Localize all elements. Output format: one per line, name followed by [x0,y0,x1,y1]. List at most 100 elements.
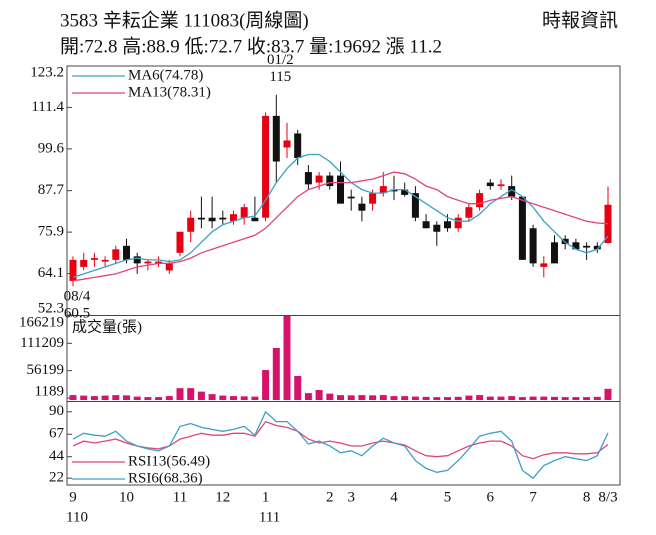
candle-body [165,263,173,271]
candle-body [444,221,451,229]
candle-body [197,217,205,220]
volume-bar [304,393,312,400]
volume-bar [176,388,184,400]
candle-body [315,175,323,183]
candle-body [326,175,334,187]
candle-body [508,186,516,197]
volume-bar [476,395,484,400]
candle-body [272,115,280,162]
volume-bar [583,397,591,400]
volume-bar [165,396,173,400]
volume-bar [197,391,205,400]
candle-body [593,245,601,250]
y-tick-label: 22 [49,470,64,486]
candle-body [390,189,398,192]
annotation-date: 08/4 [64,289,91,305]
y-tick-label: 56199 [27,362,65,378]
y-tick-label: 67 [49,426,65,442]
candle-body [337,175,344,204]
volume-bar [294,375,302,400]
volume-bar [90,396,98,400]
line-series [72,153,609,279]
line-series [72,420,609,460]
candle-body [572,242,580,250]
y-tick-label: 111.4 [31,99,64,115]
volume-bar [347,395,355,400]
volume-bar [411,396,419,400]
volume-bar [422,396,430,400]
candle-body [208,217,216,222]
line-series [72,410,609,480]
candle-body [262,115,270,218]
y-tick-label: 87.7 [38,182,65,198]
y-tick-label: 111209 [20,335,64,351]
volume-bar [337,395,344,400]
x-tick-label: 1 [262,489,270,505]
candle-body [240,207,248,218]
volume-bar [112,395,120,400]
volume-bar [465,395,473,400]
volume-bar [155,397,163,400]
x-tick-label: 9 [69,489,77,505]
x-tick-label: 8/3 [598,489,617,505]
candle-body [112,249,120,260]
quote: 開:72.8 高:88.9 低:72.7 收:83.7 量:19692 漲 11… [60,35,442,57]
volume-bar [390,396,398,400]
volume-bar [187,388,195,400]
volume-bar [240,396,248,400]
y-tick-label: 123.2 [30,64,64,80]
source: 時報資訊 [542,9,618,31]
candle-body [486,182,494,187]
x-tick-label: 2 [326,489,334,505]
candle-body [144,261,152,264]
volume-bar [369,395,377,400]
y-tick-label: 166219 [19,314,64,330]
volume-bar [593,396,601,400]
volume-bar [551,396,558,400]
volume-bar [219,395,227,400]
candle-body [465,207,473,218]
legend-label: MA13(78.31) [128,84,211,100]
volume-bar [604,388,612,400]
volume-bar [444,397,451,400]
volume-bar [283,316,291,400]
candle-body [518,196,526,260]
candle-body [476,193,484,208]
candle-body [551,242,558,264]
y-tick-label: 90 [49,403,64,419]
volume-bar [379,395,387,400]
candle-body [422,221,430,229]
volume-bar [326,393,334,400]
frame [66,65,621,486]
volume-bar [561,397,569,400]
volume-bar [80,395,88,400]
candle-body [80,259,88,267]
candle-body [540,263,548,267]
x-tick-label: 4 [390,489,398,505]
annotation-date: 01/2 [267,52,294,68]
x-tick-label: 8 [583,489,591,505]
x-tick-label: 7 [529,489,537,505]
volume-bar [454,396,462,400]
volume-bar [251,396,259,400]
candle-body [454,217,462,229]
candle-body [69,259,77,281]
legend-label: RSI13(56.49) [128,453,210,469]
volume-bar [358,395,366,400]
y-tick-label: 44 [49,448,65,464]
x-year-label: 110 [66,509,88,525]
x-tick-label: 3 [347,489,355,505]
candle-body [583,245,591,248]
candle-body [176,231,184,253]
candle-body [155,261,163,264]
candle-body [347,196,355,199]
volume-label: 成交量(張) [72,317,142,335]
volume-bar [529,396,537,400]
volume-bar [401,396,409,400]
candle-body [369,193,377,204]
line-series [72,171,609,282]
candle-body [187,217,195,232]
volume-bar [272,348,280,400]
x-year-label: 111 [259,509,280,525]
